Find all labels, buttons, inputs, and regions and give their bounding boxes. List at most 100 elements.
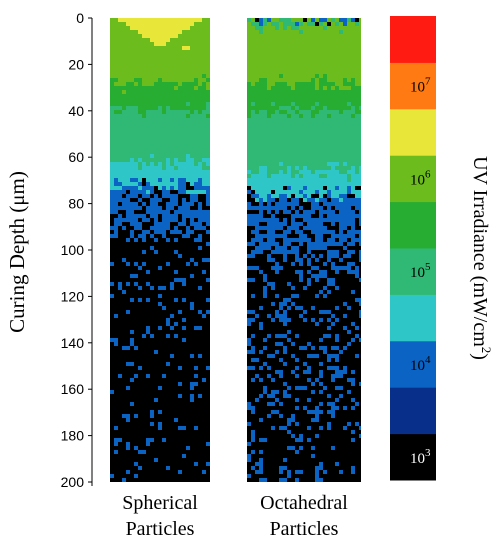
heatmap-cell [130, 74, 134, 78]
heatmap-cell [291, 138, 295, 142]
heatmap-cell [170, 154, 174, 158]
heatmap-cell [351, 370, 355, 374]
heatmap-cell [311, 446, 315, 450]
heatmap-cell [150, 414, 154, 418]
heatmap-cell [319, 226, 323, 230]
heatmap-cell [287, 250, 291, 254]
heatmap-cell [319, 178, 323, 182]
heatmap-cell [347, 78, 351, 82]
heatmap-cell [251, 58, 255, 62]
heatmap-cell [347, 186, 351, 190]
heatmap-cell [323, 386, 327, 390]
heatmap-cell [343, 314, 347, 318]
heatmap-cell [138, 70, 142, 74]
heatmap-cell [162, 142, 166, 146]
heatmap-cell [287, 38, 291, 42]
heatmap-cell [335, 158, 339, 162]
heatmap-cell [110, 166, 114, 170]
heatmap-cell [146, 30, 150, 34]
heatmap-cell [267, 394, 271, 398]
heatmap-cell [283, 150, 287, 154]
heatmap-cell [335, 110, 339, 114]
heatmap-cell [134, 178, 138, 182]
heatmap-cell [118, 210, 122, 214]
heatmap-cell [251, 430, 255, 434]
heatmap-cell [190, 30, 194, 34]
heatmap-cell [295, 334, 299, 338]
heatmap-cell [190, 218, 194, 222]
heatmap-cell [114, 154, 118, 158]
heatmap-cell [118, 190, 122, 194]
heatmap-cell [178, 82, 182, 86]
heatmap-cell [291, 134, 295, 138]
heatmap-cell [118, 174, 122, 178]
heatmap-cell [335, 142, 339, 146]
heatmap-cell [202, 90, 206, 94]
heatmap-cell [198, 142, 202, 146]
heatmap-cell [347, 102, 351, 106]
heatmap-cell [295, 154, 299, 158]
heatmap-cell [170, 130, 174, 134]
heatmap-cell [283, 126, 287, 130]
heatmap-cell [259, 170, 263, 174]
heatmap-cell [186, 174, 190, 178]
heatmap-cell [335, 358, 339, 362]
heatmap-cell [154, 34, 158, 38]
heatmap-cell [138, 50, 142, 54]
heatmap-cell [359, 234, 361, 238]
heatmap-cell [319, 242, 323, 246]
heatmap-cell [198, 94, 202, 98]
heatmap-cell [355, 30, 359, 34]
heatmap-cell [251, 126, 255, 130]
heatmap-cell [255, 174, 259, 178]
heatmap-cell [114, 70, 118, 74]
heatmap-cell [130, 166, 134, 170]
heatmap-cell [307, 62, 311, 66]
heatmap-cell [118, 178, 122, 182]
heatmap-cell [110, 38, 114, 42]
heatmap-cell [194, 134, 198, 138]
heatmap-cell [359, 242, 361, 246]
heatmap-cell [202, 154, 206, 158]
heatmap-cell [355, 110, 359, 114]
heatmap-cell [315, 62, 319, 66]
heatmap-cell [295, 258, 299, 262]
heatmap-cell [247, 278, 251, 282]
heatmap-cell [339, 218, 343, 222]
heatmap-cell [146, 162, 150, 166]
heatmap-cell [178, 126, 182, 130]
heatmap-cell [339, 150, 343, 154]
heatmap-cell [283, 458, 287, 462]
heatmap-cell [279, 54, 283, 58]
heatmap-cell [162, 30, 166, 34]
y-tick-label: 100 [61, 242, 85, 258]
heatmap-cell [206, 154, 210, 158]
heatmap-cell [162, 222, 166, 226]
heatmap-cell [331, 46, 335, 50]
heatmap-cell [347, 62, 351, 66]
heatmap-cell [190, 150, 194, 154]
heatmap-cell [110, 474, 114, 478]
heatmap-cell [283, 246, 287, 250]
heatmap-cell [355, 186, 359, 190]
heatmap-cell [343, 30, 347, 34]
heatmap-cell [279, 166, 283, 170]
heatmap-cell [355, 126, 359, 130]
heatmap-cell [154, 158, 158, 162]
heatmap-cell [259, 34, 263, 38]
heatmap-cell [174, 130, 178, 134]
heatmap-cell [259, 122, 263, 126]
heatmap-cell [158, 74, 162, 78]
colorbar-cell [390, 248, 436, 295]
heatmap-cell [283, 30, 287, 34]
heatmap-cell [134, 134, 138, 138]
heatmap-cell [347, 234, 351, 238]
heatmap-cell [359, 114, 361, 118]
heatmap-cell [166, 162, 170, 166]
heatmap-cell [178, 222, 182, 226]
heatmap-cell [170, 106, 174, 110]
heatmap-cell [271, 110, 275, 114]
heatmap-cell [279, 102, 283, 106]
heatmap-cell [259, 58, 263, 62]
heatmap-cell [307, 426, 311, 430]
